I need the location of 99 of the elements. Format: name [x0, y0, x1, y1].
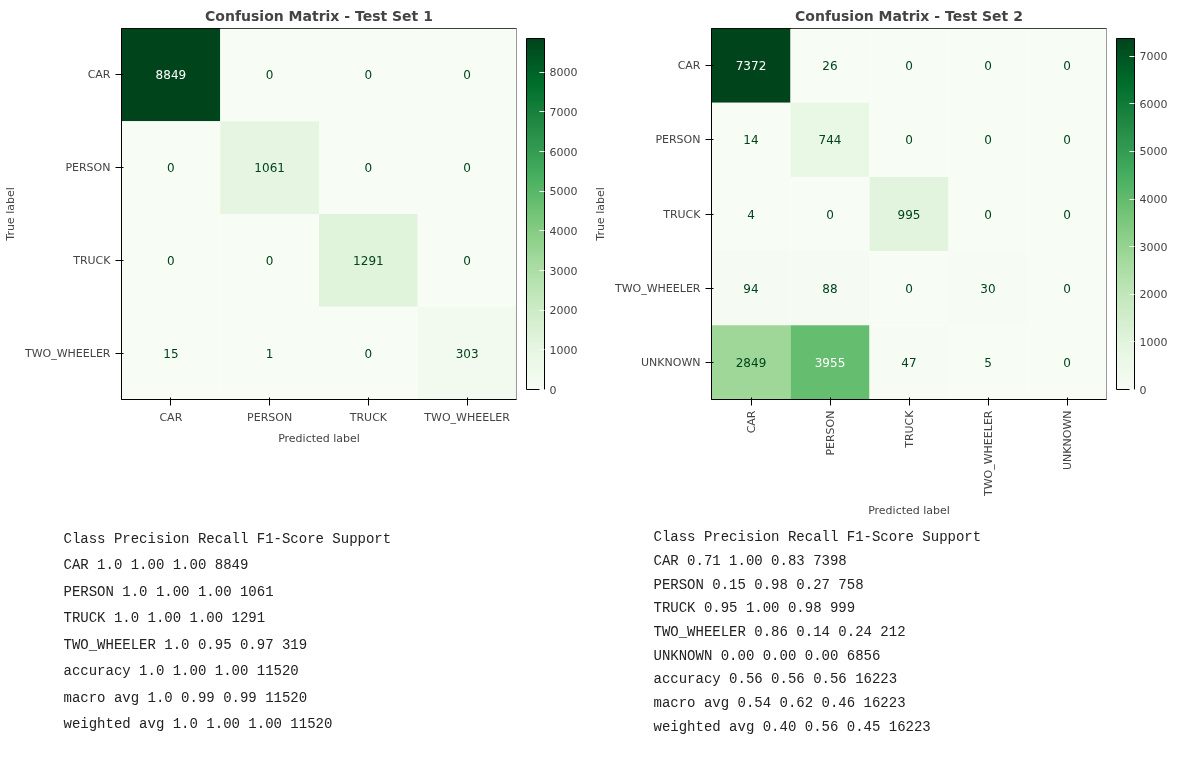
y-tick-label: PERSON [65, 161, 111, 175]
data-label: 0 [167, 253, 175, 268]
text: accuracy 1.0 1.00 1.00 11520 [63, 663, 299, 680]
text: CAR 1.0 1.00 1.00 8849 [63, 557, 249, 574]
text: macro avg 1.0 0.99 0.99 11520 [63, 689, 308, 706]
data-label: 0 [984, 133, 992, 148]
color-bar-label: 6000 [549, 145, 578, 159]
color-bar-label: 0 [549, 383, 557, 397]
color-bar-label: 4000 [549, 224, 578, 238]
color-bar-label: 5000 [549, 185, 578, 199]
x-tick-label: TRUCK [902, 409, 916, 449]
data-label: 94 [743, 281, 759, 296]
x-tick-label: TWO_WHEELER [423, 410, 511, 424]
x-tick-label: UNKNOWN [1060, 410, 1074, 470]
color-bar-label: 3000 [549, 264, 578, 278]
data-label: 26 [822, 59, 838, 74]
data-label: 14 [743, 133, 759, 148]
data-label: 744 [818, 133, 842, 148]
data-label: 2849 [735, 355, 767, 370]
data-label: 8849 [155, 68, 187, 83]
color-bar-label: 2000 [549, 304, 578, 318]
x-tick-label: CAR [159, 410, 183, 424]
color-bar-label: 0 [1139, 383, 1147, 397]
color-bar-label: 8000 [549, 66, 578, 80]
data-label: 0 [905, 133, 913, 148]
color-bar-label: 7000 [549, 105, 578, 119]
data-label: 995 [897, 207, 921, 222]
data-label: 0 [826, 207, 834, 222]
data-label: 0 [265, 253, 274, 268]
data-label: 0 [905, 59, 913, 74]
text: macro avg 0.54 0.62 0.46 16223 [653, 695, 906, 712]
chart-title: Confusion Matrix - Test Set 1 [205, 7, 433, 24]
text: TRUCK 1.0 1.00 1.00 1291 [63, 610, 266, 627]
data-label: 4 [747, 207, 755, 222]
text: weighted avg 1.0 1.00 1.00 11520 [63, 716, 333, 733]
x-tick-label: CAR [744, 410, 758, 434]
data-label: 1061 [254, 161, 285, 176]
data-label: 0 [463, 161, 471, 176]
text: Class Precision Recall F1-Score Support [653, 529, 982, 546]
data-label: 0 [1063, 355, 1071, 370]
data-label: 5 [984, 355, 992, 370]
data-label: 0 [463, 253, 471, 268]
x-tick-label: PERSON [823, 410, 837, 456]
data-label: 0 [364, 161, 373, 176]
data-label: 30 [980, 281, 996, 296]
y-tick-label: TRUCK [72, 253, 112, 267]
data-label: 0 [1063, 207, 1071, 222]
x-tick-label: TRUCK [348, 410, 388, 424]
chart-title: Confusion Matrix - Test Set 2 [795, 7, 1023, 24]
y-tick-label: CAR [677, 59, 701, 73]
text: UNKNOWN 0.00 0.00 0.00 6856 [653, 647, 881, 664]
x-axis-title: Predicted label [868, 504, 950, 518]
data-label: 7372 [735, 59, 767, 74]
y-axis-title: True label [593, 187, 607, 242]
data-label: 0 [905, 281, 913, 296]
color-bar-label: 1000 [1139, 335, 1168, 349]
data-label: 0 [364, 68, 373, 83]
data-label: 0 [984, 59, 992, 74]
text: PERSON 1.0 1.00 1.00 1061 [63, 583, 274, 600]
text: TWO_WHEELER 1.0 0.95 0.97 319 [63, 636, 308, 653]
data-label: 303 [455, 346, 479, 361]
data-label: 0 [463, 68, 471, 83]
y-tick-label: CAR [87, 68, 111, 82]
color-bar-label: 3000 [1139, 240, 1168, 254]
color-bar-label: 5000 [1139, 145, 1168, 159]
text: TRUCK 0.95 1.00 0.98 999 [653, 600, 856, 617]
data-label: 47 [901, 355, 917, 370]
text: CAR 0.71 1.00 0.83 7398 [653, 553, 847, 570]
y-tick-label: UNKNOWN [641, 355, 701, 369]
data-label: 15 [163, 346, 179, 361]
data-label: 0 [984, 207, 992, 222]
data-label: 0 [1063, 59, 1071, 74]
color-bar-label: 1000 [549, 343, 578, 357]
text: accuracy 0.56 0.56 0.56 16223 [653, 671, 898, 688]
y-axis-title: True label [3, 187, 17, 242]
y-tick-label: PERSON [655, 133, 701, 147]
color-bar-label: 6000 [1139, 97, 1168, 111]
data-label: 0 [364, 346, 373, 361]
x-axis-title: Predicted label [278, 431, 360, 445]
text: Class Precision Recall F1-Score Support [63, 530, 392, 547]
data-label: 1 [265, 346, 274, 361]
data-label: 0 [167, 161, 175, 176]
x-tick-label: TWO_WHEELER [981, 410, 995, 498]
text: PERSON 0.15 0.98 0.27 758 [653, 576, 864, 593]
data-label: 3955 [814, 355, 846, 370]
data-label: 0 [1063, 281, 1071, 296]
data-label: 0 [1063, 133, 1071, 148]
y-tick-label: TRUCK [662, 207, 702, 221]
data-label: 88 [822, 281, 838, 296]
text: weighted avg 0.40 0.56 0.45 16223 [653, 718, 931, 735]
color-bar-label: 4000 [1139, 193, 1168, 207]
color-bar-label: 2000 [1139, 288, 1168, 302]
data-label: 1291 [353, 253, 384, 268]
x-tick-label: PERSON [247, 410, 293, 424]
y-tick-label: TWO_WHEELER [613, 281, 701, 295]
y-tick-label: TWO_WHEELER [23, 346, 111, 360]
data-label: 0 [265, 68, 274, 83]
text: TWO_WHEELER 0.86 0.14 0.24 212 [653, 624, 906, 641]
color-bar-label: 7000 [1139, 50, 1168, 64]
